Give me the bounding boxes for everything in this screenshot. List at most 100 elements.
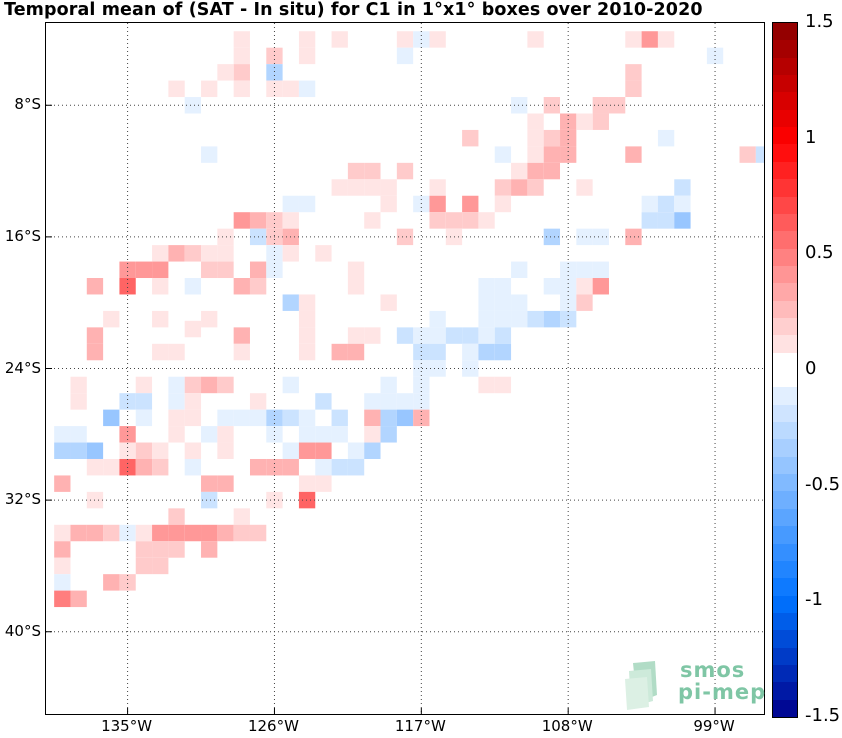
y-tick-label: 32°S [4,490,41,509]
heatmap-cell [282,458,299,476]
colorbar-tick-label: 0.5 [805,242,834,264]
heatmap-cell [298,475,316,492]
heatmap-cell [331,458,348,476]
heatmap-cell [592,113,609,130]
heatmap-cell [478,343,495,361]
heatmap-cell [70,524,87,542]
heatmap-cell [478,327,495,344]
colorbar-segment [773,508,797,527]
heatmap-cell [201,310,218,328]
heatmap-cell [86,458,104,476]
heatmap-cell [608,97,626,114]
colorbar-segment [773,144,797,163]
heatmap-cell [560,129,577,147]
map-heatmap [46,23,764,714]
heatmap-cell [543,228,561,246]
heatmap-cell [347,162,365,180]
heatmap-cell [445,327,463,344]
heatmap-cell [527,146,544,163]
heatmap-cell [625,80,642,98]
heatmap-cell [233,278,250,295]
heatmap-cell [331,343,348,361]
heatmap-cell [54,557,71,575]
colorbar-segment [773,57,797,76]
heatmap-cell [364,409,381,427]
colorbar-segment [773,474,797,492]
heatmap-cell [478,212,495,229]
heatmap-cell [152,557,169,575]
heatmap-cell [201,245,218,262]
heatmap-cell [527,113,544,130]
heatmap-cell [119,426,136,443]
heatmap-cell [135,409,153,427]
heatmap-cell [266,426,283,443]
heatmap-cell [201,524,218,542]
colorbar-segment [773,300,797,319]
heatmap-cell [641,31,658,48]
colorbar-segment [773,699,797,718]
heatmap-cell [347,179,365,196]
heatmap-cell [462,195,479,213]
heatmap-cell [135,557,153,575]
x-tick-label: 99°W [693,717,735,735]
heatmap-cell [233,343,250,361]
heatmap-cell [494,310,512,328]
colorbar-tick-label: -1 [805,589,823,611]
heatmap-cell [217,524,234,542]
heatmap-cell [494,179,512,196]
heatmap-cell [380,376,397,394]
heatmap-cell [543,129,561,147]
colorbar-tick-label: -0.5 [805,473,841,495]
heatmap-cell [560,278,577,295]
heatmap-cell [396,162,414,180]
heatmap-cell [413,376,430,394]
heatmap-cell [266,64,283,81]
heatmap-cell [315,393,332,410]
heatmap-cell [364,212,381,229]
heatmap-cell [674,179,691,196]
heatmap-cell [86,343,104,361]
heatmap-cell [233,212,250,229]
heatmap-cell [86,442,104,459]
heatmap-cell [494,278,512,295]
heatmap-cell [168,80,185,98]
heatmap-cell [364,327,381,344]
heatmap-cell [86,278,104,295]
heatmap-cell [152,310,169,328]
heatmap-cell [168,426,185,443]
heatmap-cell [249,524,267,542]
heatmap-cell [462,212,479,229]
heatmap-cell [429,343,446,361]
heatmap-cell [233,327,250,344]
colorbar-segment [773,75,797,93]
heatmap-cell [135,261,153,279]
heatmap-cell [54,426,71,443]
heatmap-cell [674,212,691,229]
heatmap-cell [298,80,316,98]
heatmap-cell [135,541,153,558]
heatmap-cell [152,245,169,262]
heatmap-cell [103,524,120,542]
colorbar-segment [773,491,797,510]
heatmap-cell [54,442,71,459]
heatmap-cell [429,212,446,229]
heatmap-cell [625,146,642,163]
heatmap-cell [511,179,528,196]
heatmap-cell [298,343,316,361]
heatmap-cell [201,376,218,394]
colorbar-segment [773,439,797,458]
heatmap-cell [625,31,642,48]
heatmap-cell [298,409,316,427]
colorbar-segment [773,560,797,579]
heatmap-cell [266,409,283,427]
heatmap-cell [282,442,299,459]
heatmap-cell [217,442,234,459]
heatmap-cell [592,97,609,114]
y-tick-label: 8°S [14,95,41,114]
heatmap-cell [266,245,283,262]
colorbar-segment [773,283,797,302]
colorbar-segment [773,543,797,562]
heatmap-cell [201,146,218,163]
heatmap-cell [249,278,267,295]
chart-title: Temporal mean of (SAT - In situ) for C1 … [4,0,703,20]
